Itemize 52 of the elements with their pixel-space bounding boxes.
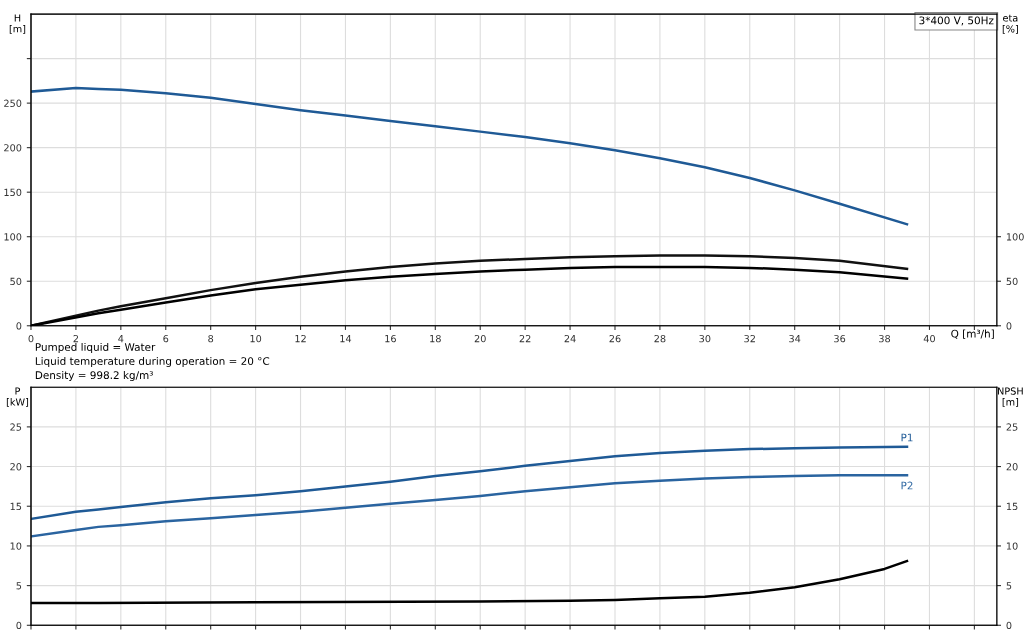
y-tick-label: 250: [4, 99, 22, 107]
x-tick-label: 26: [609, 334, 621, 343]
y-tick-label: 15: [10, 502, 22, 511]
x-tick-label: 4: [118, 335, 124, 343]
y-axis-title: P [kW]: [6, 387, 29, 407]
x-tick-label: 32: [744, 334, 755, 343]
y2-tick-label: 10: [1006, 542, 1018, 550]
y-tick-label: 0: [16, 322, 22, 330]
y2-tick-label: 100: [1006, 233, 1024, 241]
x-tick-label: 30: [699, 334, 711, 343]
x-tick-label: 16: [385, 334, 396, 343]
x-tick-label: 36: [834, 334, 846, 343]
y2-tick-label: 50: [1006, 277, 1018, 286]
x-tick-label: 12: [295, 334, 306, 343]
y-tick-label: 20: [10, 463, 22, 471]
y2-tick-label: 20: [1006, 463, 1018, 471]
x-tick-label: 18: [430, 334, 441, 343]
x-tick-label: 10: [250, 334, 262, 343]
x-tick-label: 6: [163, 334, 169, 343]
y-tick-label: 25: [10, 423, 22, 431]
line-series: [30, 86, 909, 226]
y-axis-title: H [m]: [9, 14, 26, 34]
y-tick-label: 50: [10, 277, 22, 286]
y2-tick-label: 15: [1006, 502, 1018, 511]
text: Pumped liquid = Water Liquid temperature during operation = 20 °C Density = 998.2 kg/m³: [35, 342, 270, 382]
y2-tick-label: 25: [1006, 423, 1018, 431]
y-tick-label: 100: [4, 233, 22, 241]
x-tick-label: 40: [923, 334, 935, 343]
x-tick-label: 22: [519, 334, 531, 343]
x-tick-label: 8: [208, 334, 214, 343]
y-tick-label: 5: [16, 582, 22, 590]
y-tick-label: 200: [4, 144, 22, 152]
annotation: 3*400 V, 50Hz: [919, 16, 994, 26]
series-label: P2: [901, 481, 913, 490]
y2-tick-label: 0: [1006, 322, 1012, 330]
y-tick-label: 10: [10, 542, 22, 550]
y2-axis-title: eta [%]: [1002, 14, 1018, 34]
x-tick-label: 24: [564, 334, 576, 343]
series-label: P1: [901, 433, 913, 442]
y2-tick-label: 0: [1006, 621, 1012, 630]
x-tick-label: 34: [789, 334, 801, 343]
x-axis-title: Q [m³/h]: [951, 329, 994, 339]
x-tick-label: 38: [879, 334, 891, 343]
y2-axis-title: NPSH [m]: [998, 387, 1023, 407]
x-tick-label: 2: [73, 334, 79, 343]
x-tick-label: 20: [474, 334, 486, 343]
x-tick-label: 14: [340, 335, 352, 343]
y-tick-label: 150: [4, 188, 22, 197]
x-tick-label: 0: [28, 334, 34, 343]
y-tick-label: 0: [16, 621, 22, 630]
x-tick-label: 28: [654, 334, 666, 343]
y2-tick-label: 5: [1006, 582, 1012, 590]
